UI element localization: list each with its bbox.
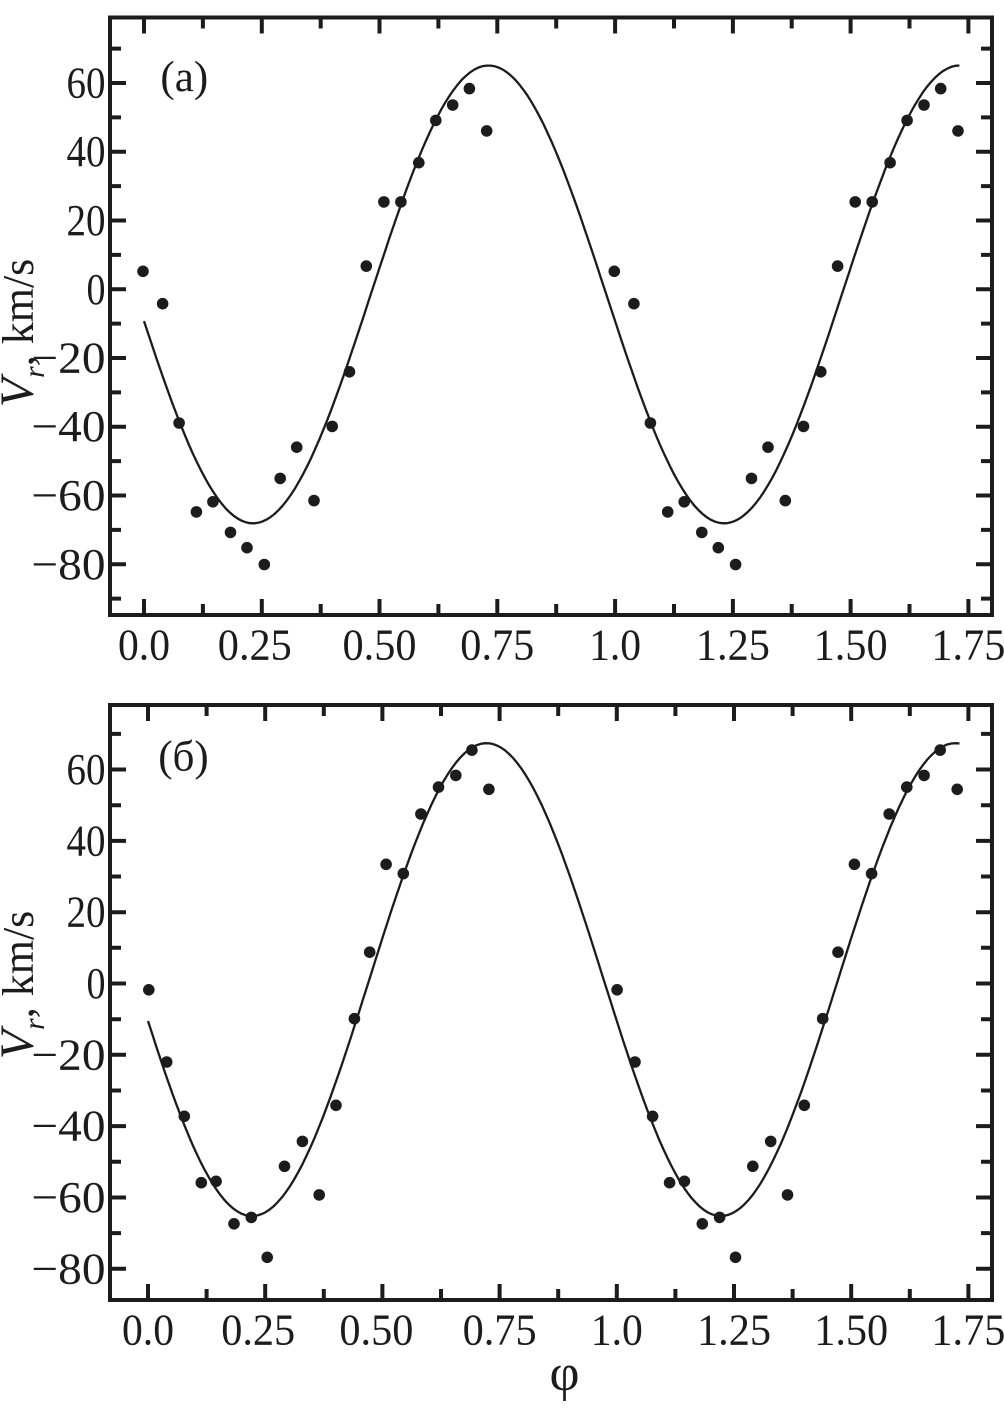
svg-text:20: 20 — [67, 888, 106, 937]
svg-text:0.0: 0.0 — [118, 621, 170, 670]
svg-text:20: 20 — [67, 196, 106, 245]
svg-text:1.0: 1.0 — [589, 621, 641, 670]
svg-text:0.50: 0.50 — [343, 621, 417, 670]
svg-text:φ: φ — [549, 1345, 579, 1402]
svg-text:0.50: 0.50 — [339, 1306, 413, 1355]
svg-text:−80: −80 — [32, 1244, 106, 1293]
svg-text:1.0: 1.0 — [591, 1306, 643, 1355]
svg-text:0.75: 0.75 — [460, 621, 534, 670]
svg-text:0.0: 0.0 — [122, 1306, 174, 1355]
svg-text:0.25: 0.25 — [218, 621, 292, 670]
svg-text:1.50: 1.50 — [814, 1306, 888, 1355]
svg-text:Vr, km/s: Vr, km/s — [0, 259, 51, 408]
svg-text:0: 0 — [87, 959, 106, 1008]
svg-text:−60: −60 — [32, 1173, 106, 1222]
svg-text:Vr, km/s: Vr, km/s — [0, 911, 51, 1060]
svg-text:1.25: 1.25 — [696, 621, 770, 670]
svg-text:0.75: 0.75 — [463, 1306, 537, 1355]
svg-text:(a): (a) — [160, 54, 208, 101]
svg-text:40: 40 — [67, 127, 106, 176]
svg-text:1.25: 1.25 — [697, 1306, 771, 1355]
svg-text:1.75: 1.75 — [931, 1306, 1004, 1355]
svg-text:0: 0 — [87, 265, 106, 314]
svg-text:1.50: 1.50 — [814, 621, 888, 670]
svg-text:60: 60 — [67, 745, 106, 794]
svg-text:−60: −60 — [32, 471, 106, 520]
svg-text:1.75: 1.75 — [931, 621, 1004, 670]
svg-text:(б): (б) — [158, 734, 209, 781]
svg-text:0.25: 0.25 — [221, 1306, 295, 1355]
svg-text:60: 60 — [67, 59, 106, 108]
svg-text:40: 40 — [67, 816, 106, 865]
svg-text:−80: −80 — [32, 540, 106, 589]
svg-text:−40: −40 — [32, 402, 106, 451]
svg-text:−40: −40 — [32, 1102, 106, 1151]
svg-text:−20: −20 — [32, 334, 106, 383]
svg-text:−20: −20 — [32, 1030, 106, 1079]
